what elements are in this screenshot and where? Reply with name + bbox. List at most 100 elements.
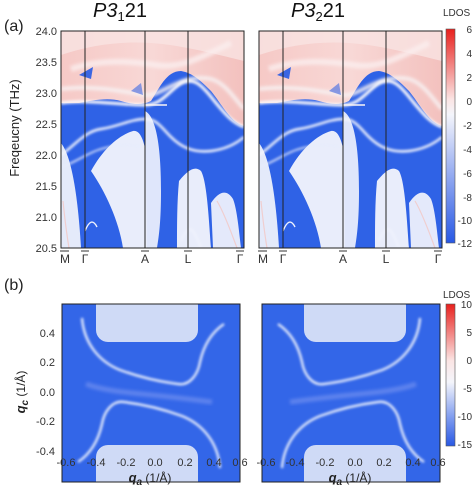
colorbar-tick: -10 [458,216,473,227]
colorbar-tick: -4 [463,145,472,156]
kpoint-label: Γ [82,252,89,266]
ylabel-b-unit: (1/Å) [13,371,28,400]
kpoint-labels-right: M Γ A L Γ [258,250,442,266]
ytick-label: 20.5 [36,243,57,255]
colorbar-tick: -8 [463,193,472,204]
colorbar-tick: 4 [466,49,472,60]
xtick-label: 0.6 [232,457,247,469]
colorbar-tick: 6 [466,25,472,36]
kpoint-label: A [339,252,347,266]
xtick-label: -0.6 [257,457,276,469]
colorbar-tick: 2 [466,73,472,84]
panel-a-left-title: P3121 [93,0,147,24]
svg-text:P3221: P3221 [291,0,345,24]
ytick-label: 23.5 [36,57,57,69]
ytick-label: 22.0 [36,150,57,162]
colorbar-tick: -15 [458,440,473,451]
panel-b-label: (b) [4,277,24,294]
xlabel-b-sub: a [337,477,343,486]
xlabel-b-sub: a [137,477,143,486]
svg-text:qa (1/Å): qa (1/Å) [329,470,372,486]
panel-b-ytick-labels: 0.4 0.2 0.0 -0.2 -0.4 [36,328,55,458]
band-panel-left-lines [60,30,245,249]
xtick-label: 0.0 [147,457,162,469]
iso-panel-right-frame [261,303,441,483]
kpoint-label: Γ [237,252,244,266]
panel-a-ytick-labels: 24.0 23.5 23.0 22.5 22.0 21.5 21.0 20.5 [36,26,57,255]
xtick-label: 0.2 [376,457,391,469]
band-panel-right-lines [258,30,443,249]
panel-b-xlabel-right: qa (1/Å) [329,470,372,486]
xlabel-b-unit: (1/Å) [142,470,171,485]
xtick-label: 0.6 [430,457,445,469]
title-left-sub: 1 [117,9,124,24]
ytick-label: 24.0 [36,26,57,38]
panel-b-xlabel-left: qa (1/Å) [129,470,172,486]
kpoint-label: A [141,252,149,266]
colorbar-tick: -2 [463,121,472,132]
kpoint-label: Γ [280,252,287,266]
xtick-label: -0.4 [286,457,305,469]
title-left-main: P3 [93,0,117,22]
band-panel-right [259,31,442,248]
xlabel-b-symbol: q [329,470,337,485]
ytick-label: -0.2 [36,416,55,428]
title-right-tail: 21 [323,0,345,22]
svg-text:qc (1/Å): qc (1/Å) [13,371,31,414]
colorbar-tick: -5 [463,384,472,395]
panel-b-xtick-labels-left: -0.6 -0.4 -0.2 0.0 0.2 0.4 0.6 [57,457,248,469]
kpoint-label: M [60,252,70,266]
panel-a-right-title: P3221 [291,0,345,24]
xtick-label: -0.4 [87,457,106,469]
svg-text:P3121: P3121 [93,0,147,24]
colorbar-tick: -6 [463,169,472,180]
title-left-tail: 21 [125,0,147,22]
ytick-label: 21.0 [36,212,57,224]
title-right-main: P3 [291,0,315,22]
colorbar-a-title: LDOS [443,8,471,19]
band-panel-left [61,31,244,248]
ytick-label: 22.5 [36,119,57,131]
ylabel-b-sub: c [20,399,31,405]
xtick-label: 0.2 [177,457,192,469]
ytick-label: 21.5 [36,181,57,193]
ytick-label: 0.0 [40,387,55,399]
xtick-label: -0.6 [57,457,76,469]
kpoint-label: L [383,252,390,266]
ytick-label: -0.4 [36,446,55,458]
colorbar-tick: 5 [466,328,472,339]
kpoint-label: M [258,252,268,266]
xtick-label: 0.4 [405,457,420,469]
ytick-label: 0.2 [40,357,55,369]
panel-a-ylabel: Freqeucny (THz) [7,79,22,177]
colorbar-tick: 0 [466,356,472,367]
colorbar-b-title: LDOS [443,290,471,301]
kpoint-labels-left: M Γ A L Γ [60,250,244,266]
xtick-label: 0.4 [206,457,221,469]
ylabel-b-symbol: q [13,405,28,413]
iso-panel-left-frame [61,303,241,483]
ytick-label: 0.4 [40,328,55,340]
title-right-sub: 2 [315,9,322,24]
panel-b-xtick-labels-right: -0.6 -0.4 -0.2 0.0 0.2 0.4 0.6 [257,457,446,469]
colorbar-b [445,303,456,447]
kpoint-label: Γ [435,252,442,266]
xlabel-b-symbol: q [129,470,137,485]
panel-a-label: (a) [4,18,24,35]
colorbar-a [445,28,456,244]
xlabel-b-unit: (1/Å) [342,470,371,485]
xtick-label: 0.0 [347,457,362,469]
colorbar-tick: 10 [461,300,473,311]
colorbar-tick: 0 [466,97,472,108]
xtick-label: -0.2 [117,457,136,469]
kpoint-label: L [185,252,192,266]
ytick-label: 23.0 [36,88,57,100]
colorbar-b-ticks: 10 5 0 -5 -10 -15 [458,300,473,451]
colorbar-tick: -12 [458,239,473,250]
svg-text:qa (1/Å): qa (1/Å) [129,470,172,486]
panel-b-ylabel: qc (1/Å) [13,371,31,414]
xtick-label: -0.2 [316,457,335,469]
colorbar-tick: -10 [458,412,473,423]
colorbar-a-ticks: 6 4 2 0 -2 -4 -6 -8 -10 -12 [458,25,473,250]
